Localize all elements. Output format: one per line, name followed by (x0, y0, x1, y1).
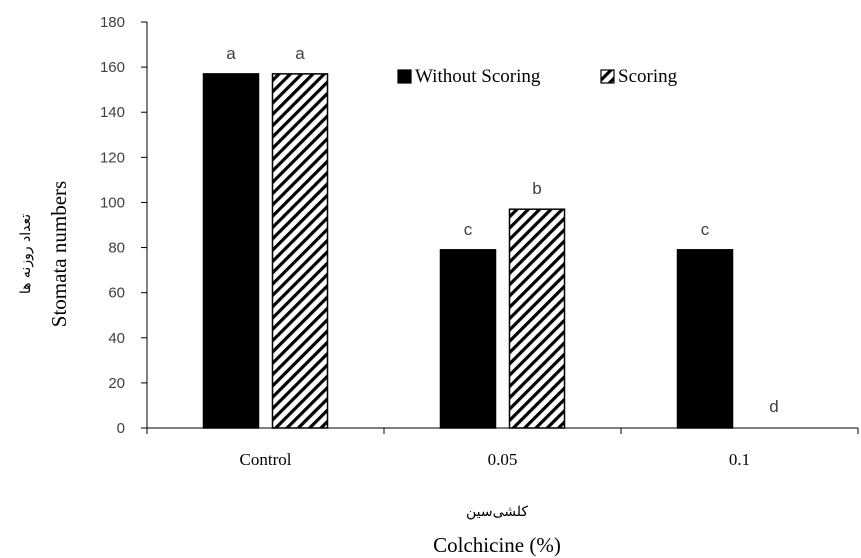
y-tick-label: 140 (100, 104, 125, 121)
x-axis: Control 0.05 0.1 (146, 427, 859, 469)
y-axis: 0 20 40 60 80 100 120 140 160 180 (100, 14, 148, 437)
bars: a a c b c d (202, 44, 779, 429)
y-tick-label: 100 (100, 194, 125, 211)
y-tick-label: 40 (108, 330, 125, 347)
x-tick-label: Control (240, 450, 292, 469)
legend-swatch (600, 69, 615, 84)
x-tick-label: 0.05 (488, 450, 518, 469)
legend: Without Scoring Scoring (397, 66, 678, 87)
significance-label: a (295, 44, 305, 63)
legend-label: Without Scoring (415, 66, 541, 87)
y-axis-title-persian: تعداد روزنه ها (18, 214, 34, 294)
bar-scoring (271, 73, 329, 429)
y-tick-label: 20 (108, 375, 125, 392)
legend-label: Scoring (618, 66, 678, 87)
bar-without-scoring (439, 249, 497, 429)
y-tick-label: 180 (100, 14, 125, 31)
y-tick-label: 60 (108, 285, 125, 302)
x-axis-title-persian: کلشی‌سین (466, 504, 528, 520)
y-tick-label: 0 (117, 420, 125, 437)
x-tick-label: 0.1 (729, 450, 750, 469)
significance-label: d (769, 397, 778, 416)
legend-swatch (397, 69, 412, 84)
y-tick-label: 80 (108, 240, 125, 257)
y-axis-title: Stomata numbers (47, 181, 71, 327)
significance-label: c (464, 220, 473, 239)
bar-without-scoring (202, 73, 260, 429)
bar-without-scoring (676, 249, 734, 429)
x-axis-title: Colchicine (%) (433, 533, 561, 557)
significance-label: b (532, 179, 541, 198)
significance-label: a (226, 44, 236, 63)
bar-scoring (508, 208, 566, 429)
significance-label: c (701, 220, 710, 239)
y-tick-label: 160 (100, 59, 125, 76)
y-tick-label: 120 (100, 149, 125, 166)
